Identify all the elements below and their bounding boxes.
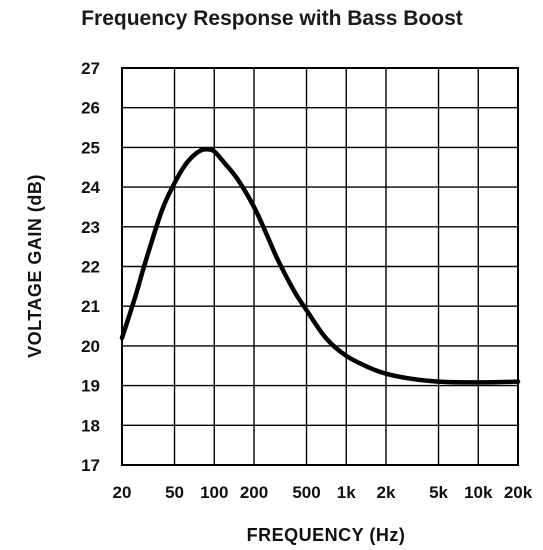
x-tick-labels: 20 50 100 200 500 1k 2k 5k 10k 20k bbox=[113, 483, 533, 502]
y-tick-label: 24 bbox=[81, 178, 100, 197]
y-tick-label: 27 bbox=[81, 59, 100, 78]
x-tick-label: 20k bbox=[504, 483, 533, 502]
x-tick-label: 200 bbox=[240, 483, 268, 502]
y-tick-label: 20 bbox=[81, 337, 100, 356]
gain-curve bbox=[119, 147, 521, 385]
plot-grid bbox=[121, 67, 519, 466]
y-tick-label: 26 bbox=[81, 99, 100, 118]
y-tick-label: 17 bbox=[81, 456, 100, 475]
y-tick-label: 18 bbox=[81, 416, 100, 435]
chart-title: Frequency Response with Bass Boost bbox=[81, 7, 463, 30]
x-tick-label: 1k bbox=[337, 483, 356, 502]
x-tick-label: 50 bbox=[165, 483, 184, 502]
x-tick-label: 10k bbox=[464, 483, 493, 502]
y-tick-labels: 17 18 19 20 21 22 23 24 25 26 27 bbox=[81, 59, 100, 475]
x-tick-label: 500 bbox=[292, 483, 320, 502]
y-tick-label: 23 bbox=[81, 218, 100, 237]
x-tick-label: 2k bbox=[377, 483, 396, 502]
x-axis-label: FREQUENCY (Hz) bbox=[247, 525, 406, 545]
x-tick-label: 5k bbox=[429, 483, 448, 502]
y-tick-label: 22 bbox=[81, 258, 100, 277]
x-tick-label: 20 bbox=[113, 483, 132, 502]
y-axis-label: VOLTAGE GAIN (dB) bbox=[25, 174, 45, 358]
x-tick-label: 100 bbox=[200, 483, 228, 502]
plot-frame bbox=[121, 67, 519, 466]
y-tick-label: 21 bbox=[81, 297, 100, 316]
y-tick-label: 25 bbox=[81, 138, 100, 157]
y-tick-label: 19 bbox=[81, 377, 100, 396]
